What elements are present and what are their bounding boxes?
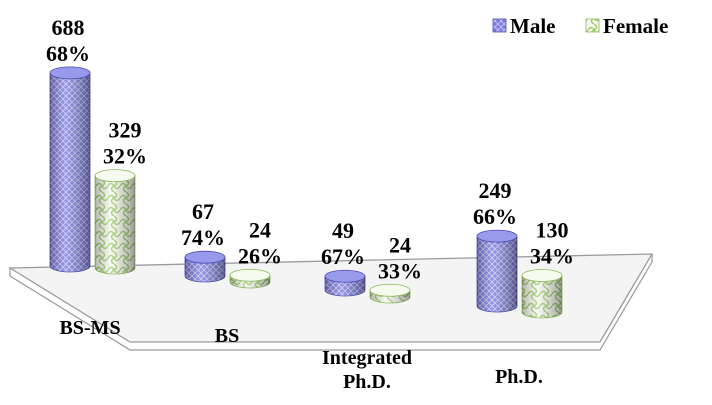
bar-male-3 <box>476 229 518 313</box>
data-label-value-male-1: 67 <box>192 199 214 224</box>
chart-floor-edge <box>9 254 653 351</box>
category-label-3: Ph.D. <box>495 366 543 388</box>
data-label-percent-female-2: 33% <box>378 258 422 283</box>
legend-label-male: Male <box>510 14 555 38</box>
category-label-1: BS <box>215 325 239 347</box>
category-label-2: Integrated Ph.D. <box>322 347 412 393</box>
legend-swatch-male <box>492 18 507 33</box>
data-label-value-male-3: 249 <box>479 178 512 203</box>
legend: Male Female <box>492 14 668 38</box>
data-label-value-female-3: 130 <box>536 218 569 243</box>
data-label-percent-male-1: 74% <box>181 225 225 250</box>
legend-label-female: Female <box>603 14 668 38</box>
data-label-value-male-0: 688 <box>52 15 85 40</box>
data-label-value-male-2: 49 <box>332 218 354 243</box>
bar-male-1 <box>184 250 226 283</box>
bar-female-0 <box>94 169 136 275</box>
bar-male-2 <box>324 269 366 297</box>
data-label-percent-male-2: 67% <box>321 244 365 269</box>
bar-male-0 <box>49 66 91 273</box>
category-label-0: BS-MS <box>59 317 120 339</box>
data-label-percent-female-1: 26% <box>238 243 282 268</box>
data-label-percent-male-0: 68% <box>46 41 90 66</box>
data-label-percent-female-3: 34% <box>530 244 574 269</box>
bar-female-1 <box>229 268 271 289</box>
data-label-value-female-1: 24 <box>249 217 271 242</box>
bar-female-3 <box>521 269 563 319</box>
data-label-value-female-2: 24 <box>389 232 411 257</box>
data-label-percent-male-3: 66% <box>473 204 517 229</box>
bar-female-2 <box>369 283 411 304</box>
legend-swatch-female <box>585 18 600 33</box>
data-label-percent-female-0: 32% <box>103 144 147 169</box>
data-label-value-female-0: 329 <box>109 118 142 143</box>
